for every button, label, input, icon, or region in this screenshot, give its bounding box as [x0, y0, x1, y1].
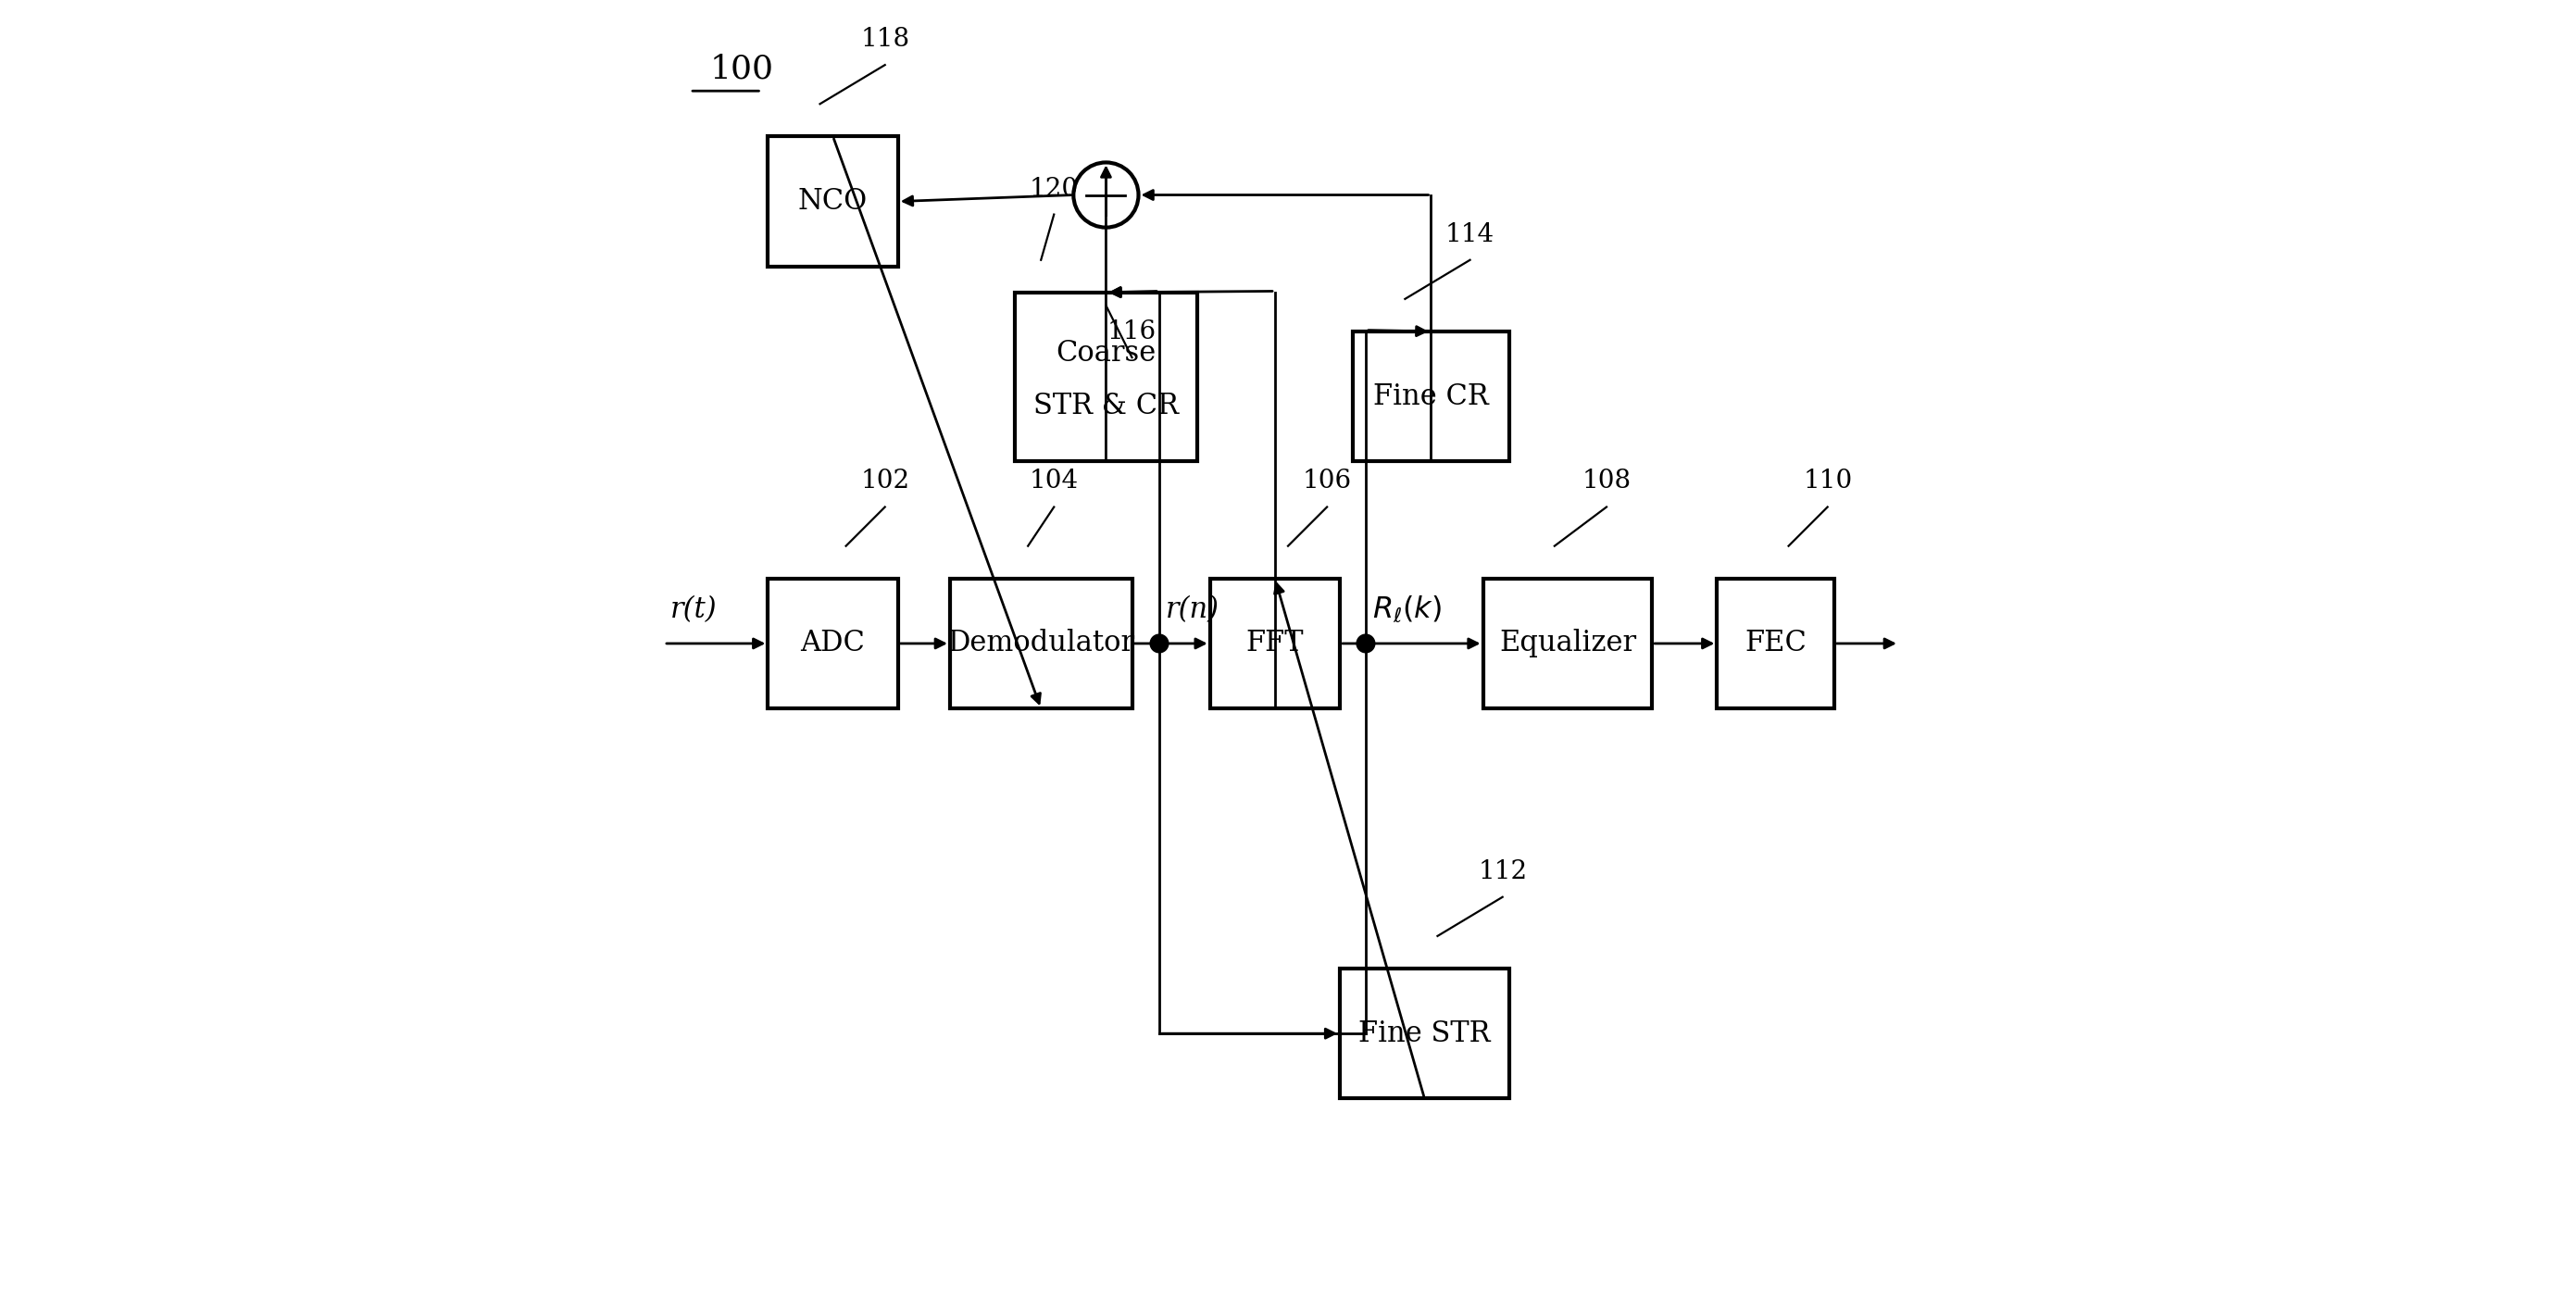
- Text: FEC: FEC: [1744, 629, 1806, 658]
- Text: 106: 106: [1303, 469, 1352, 494]
- FancyBboxPatch shape: [768, 579, 899, 709]
- FancyBboxPatch shape: [1718, 579, 1834, 709]
- Text: Coarse: Coarse: [1056, 339, 1157, 368]
- Text: 102: 102: [860, 469, 909, 494]
- Text: r(n): r(n): [1167, 595, 1218, 624]
- FancyBboxPatch shape: [1484, 579, 1651, 709]
- FancyBboxPatch shape: [951, 579, 1131, 709]
- FancyBboxPatch shape: [768, 137, 899, 267]
- Text: 120: 120: [1030, 176, 1079, 201]
- FancyBboxPatch shape: [1015, 293, 1198, 461]
- Text: Demodulator: Demodulator: [948, 629, 1133, 658]
- Text: 112: 112: [1479, 859, 1528, 884]
- Text: 108: 108: [1582, 469, 1631, 494]
- Text: 104: 104: [1030, 469, 1079, 494]
- Text: FFT: FFT: [1247, 629, 1303, 658]
- Text: 100: 100: [708, 53, 773, 84]
- Circle shape: [1358, 634, 1376, 653]
- Text: 116: 116: [1108, 319, 1157, 344]
- Text: 114: 114: [1445, 222, 1494, 247]
- Circle shape: [1074, 163, 1139, 227]
- Text: 110: 110: [1803, 469, 1852, 494]
- Text: $R_{\ell}(k)$: $R_{\ell}(k)$: [1373, 593, 1443, 624]
- Text: NCO: NCO: [799, 186, 868, 215]
- Text: ADC: ADC: [801, 629, 866, 658]
- FancyBboxPatch shape: [1352, 331, 1510, 461]
- Text: STR & CR: STR & CR: [1033, 391, 1180, 420]
- Text: r(t): r(t): [670, 595, 716, 624]
- Text: Fine STR: Fine STR: [1358, 1019, 1492, 1048]
- Circle shape: [1151, 634, 1170, 653]
- Text: Equalizer: Equalizer: [1499, 629, 1636, 658]
- Text: Fine CR: Fine CR: [1373, 382, 1489, 411]
- Text: 118: 118: [860, 28, 909, 53]
- FancyBboxPatch shape: [1211, 579, 1340, 709]
- FancyBboxPatch shape: [1340, 969, 1510, 1099]
